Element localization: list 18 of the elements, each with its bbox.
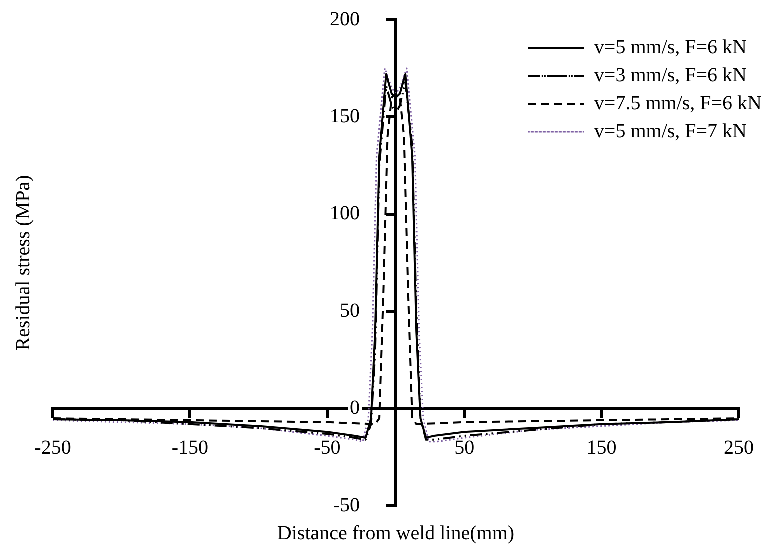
- x-tick-label: -150: [172, 437, 209, 460]
- y-tick-label: 150: [330, 105, 360, 128]
- legend-label: v=5 mm/s, F=7 kN: [594, 120, 747, 142]
- x-tick-label: 150: [586, 437, 617, 460]
- x-tick-label: 250: [724, 437, 754, 460]
- x-tick-label: 50: [454, 437, 475, 460]
- legend-label: v=5 mm/s, F=6 kN: [594, 36, 747, 58]
- x-axis-title: Distance from weld line(mm): [277, 522, 515, 544]
- y-axis-title: Residual stress (MPa): [12, 175, 34, 351]
- y-tick-label: 0: [350, 397, 360, 420]
- legend-label: v=3 mm/s, F=6 kN: [594, 64, 747, 86]
- legend-label: v=7.5 mm/s, F=6 kN: [594, 92, 762, 114]
- y-tick-label: -50: [333, 494, 360, 516]
- x-tick-label: -250: [34, 437, 72, 460]
- y-tick-label: 100: [330, 202, 360, 225]
- y-tick-label: 50: [340, 300, 360, 322]
- y-tick-label: 200: [330, 8, 360, 30]
- x-tick-label: -50: [314, 437, 341, 460]
